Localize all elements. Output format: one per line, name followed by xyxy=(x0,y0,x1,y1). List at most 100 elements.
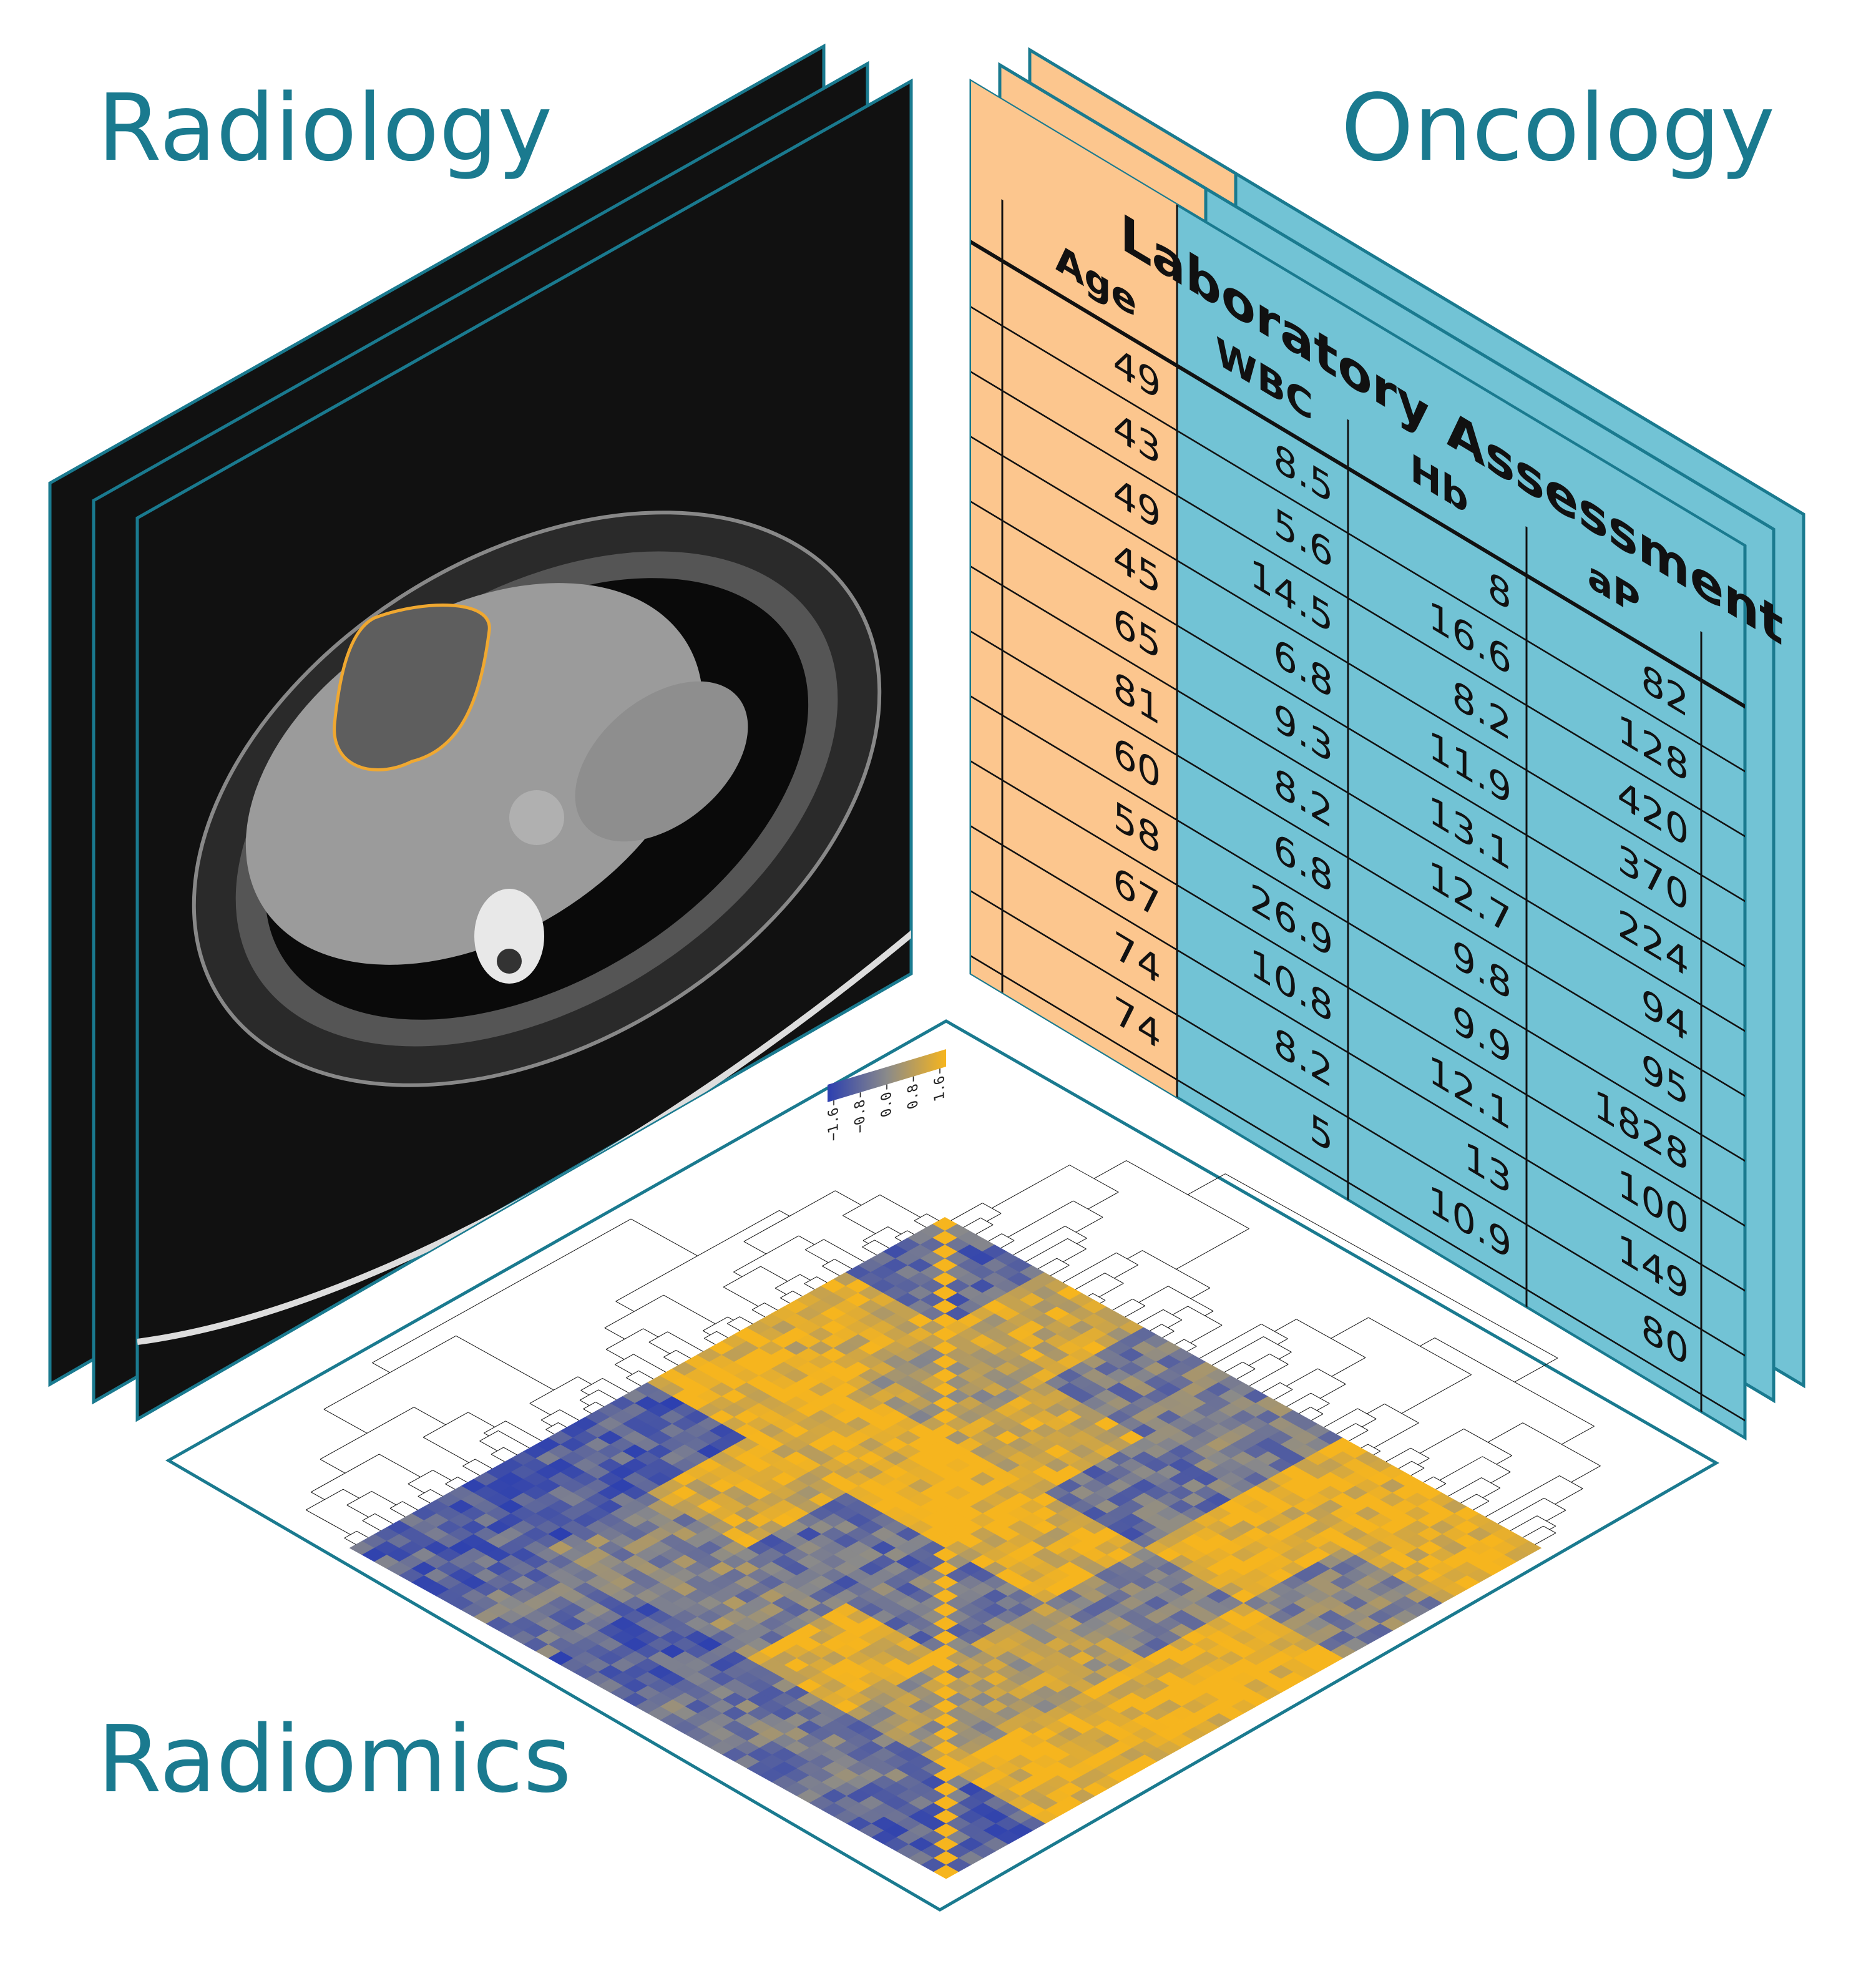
dendrogram-branch xyxy=(1491,1472,1510,1482)
dendrogram-branch xyxy=(1237,1369,1255,1379)
heatmap-cell xyxy=(1194,1720,1219,1734)
dendrogram-branch xyxy=(1212,1337,1263,1366)
dendrogram-branch xyxy=(1002,1234,1014,1241)
heatmap-cell xyxy=(1169,1734,1194,1748)
dendrogram-branch xyxy=(1424,1477,1434,1482)
heatmap-cell xyxy=(945,1857,972,1872)
dendrogram-branch xyxy=(779,1210,789,1216)
dendrogram-branch xyxy=(372,1362,389,1372)
dendrogram-branch xyxy=(1068,1238,1087,1249)
dendrogram-branch xyxy=(1523,1423,1600,1466)
dendrogram-branch xyxy=(1287,1393,1311,1407)
dendrogram-branch xyxy=(605,1328,625,1339)
dendrogram-branch xyxy=(703,1317,728,1331)
dendrogram-branch xyxy=(491,1454,505,1462)
dendrogram-branch xyxy=(704,1331,716,1338)
dendrogram-branch xyxy=(363,1520,381,1530)
dendrogram-branch xyxy=(1336,1424,1356,1434)
heatmap-cell xyxy=(1404,1603,1430,1617)
dendrogram-branch xyxy=(1070,1165,1118,1192)
dendrogram-branch xyxy=(491,1447,504,1454)
dendrogram-branch xyxy=(1299,1407,1311,1413)
dendrogram-branch xyxy=(1420,1338,1435,1346)
dendrogram-branch xyxy=(1063,1253,1116,1283)
dendrogram-branch xyxy=(1261,1324,1287,1338)
dendrogram-branch xyxy=(649,1342,670,1354)
dendrogram-branch xyxy=(558,1422,566,1427)
dendrogram-branch xyxy=(895,1238,901,1241)
dendrogram-branch xyxy=(982,1203,1001,1214)
dendrogram-branch xyxy=(1546,1510,1566,1521)
dendrogram-branch xyxy=(1065,1226,1087,1238)
dendrogram-branch xyxy=(668,1332,703,1351)
heatmap-cell xyxy=(1020,1816,1046,1831)
dendrogram-branch xyxy=(987,1213,1001,1221)
title: Oncology xyxy=(1341,74,1775,182)
dendrogram-branch xyxy=(1175,1339,1184,1344)
dendrogram-branch xyxy=(1367,1404,1384,1414)
dendrogram-branch xyxy=(643,1329,658,1337)
dendrogram-branch xyxy=(976,1225,993,1234)
heatmap-cell xyxy=(1268,1678,1294,1693)
dendrogram-branch xyxy=(1449,1478,1482,1497)
row-rule xyxy=(971,695,1745,1162)
dendrogram-branch xyxy=(390,1509,405,1517)
dendrogram-branch xyxy=(1126,1161,1249,1229)
dendrogram-branch xyxy=(805,1250,828,1263)
row-rule xyxy=(971,306,1745,773)
heatmap-cell xyxy=(1479,1562,1505,1576)
dendrogram-branch xyxy=(1555,1489,1583,1504)
heatmap-cell xyxy=(1467,1568,1492,1583)
heatmap-cell xyxy=(1503,1548,1530,1562)
dendrogram-branch xyxy=(663,1350,676,1357)
heatmap-cell xyxy=(1454,1575,1480,1590)
dendrogram-branch xyxy=(1249,1354,1269,1365)
dendrogram-branch xyxy=(475,1459,492,1469)
dendrogram-branch xyxy=(1510,1516,1537,1531)
dendrogram-branch xyxy=(888,1227,901,1235)
dendrogram-branch xyxy=(914,1214,927,1221)
dendrogram-branch xyxy=(418,1489,431,1496)
dendrogram-branch xyxy=(1374,1451,1380,1455)
dendrogram-branch xyxy=(799,1236,814,1245)
dendrogram-branch xyxy=(703,1331,710,1335)
dendrogram-branch xyxy=(676,1350,690,1358)
heatmap-cell xyxy=(1119,1761,1145,1776)
heatmap-cell xyxy=(1256,1685,1281,1700)
heatmap-cell xyxy=(1032,1809,1058,1824)
dendrogram-branch xyxy=(306,1510,350,1535)
dendrogram-branch xyxy=(1279,1352,1291,1359)
row-rule xyxy=(971,501,1745,967)
dendrogram-branch xyxy=(1402,1375,1472,1414)
dendrogram-branch xyxy=(504,1447,517,1455)
dendrogram-branch xyxy=(1008,1201,1073,1237)
dendrogram-branch xyxy=(584,1402,596,1409)
dendrogram-branch xyxy=(1483,1488,1500,1497)
heatmap-cell xyxy=(1516,1540,1542,1555)
dendrogram-branch xyxy=(1544,1498,1566,1510)
dendrogram-branch xyxy=(704,1338,715,1344)
dendrogram-branch xyxy=(1077,1238,1087,1244)
dendrogram-branch xyxy=(1312,1414,1323,1420)
dendrogram-branch xyxy=(834,1259,852,1268)
dendrogram-branch xyxy=(964,1218,980,1227)
heatmap-cell xyxy=(1367,1623,1393,1638)
heatmap-cell xyxy=(1082,1782,1108,1796)
dendrogram-branch xyxy=(462,1466,479,1475)
heatmap-cell xyxy=(1045,1802,1071,1817)
dendrogram-branch xyxy=(1150,1324,1162,1331)
dendrogram-branch xyxy=(1411,1468,1424,1475)
dendrogram-branch xyxy=(1374,1423,1419,1448)
dendrogram-branch xyxy=(733,1236,798,1272)
dendrogram-branch xyxy=(1296,1319,1365,1357)
dendrogram-branch xyxy=(1362,1419,1376,1427)
dendrogram-branch xyxy=(761,1266,788,1281)
dendrogram-branch xyxy=(907,1231,914,1235)
dendrogram-branch xyxy=(765,1303,778,1310)
dendrogram-branch xyxy=(1436,1484,1446,1489)
heatmap-cell xyxy=(1095,1775,1120,1789)
heatmap-cell xyxy=(1181,1727,1207,1741)
dendrogram-branch xyxy=(1025,1238,1067,1261)
